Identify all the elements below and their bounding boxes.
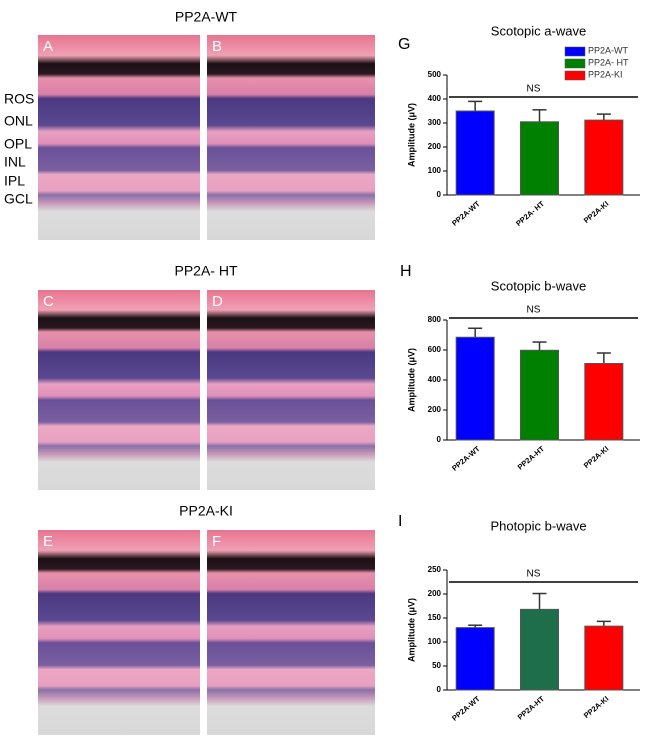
y-tick-label: 50 [432,661,441,670]
y-axis-label: Amplitude (μV) [406,348,416,412]
group-title: PP2A-KI [179,503,233,519]
y-tick-label: 0 [437,190,442,199]
legend-swatch [564,70,586,81]
bar [584,119,624,196]
x-tick-label: PP2A-WT [450,444,482,473]
bar [584,363,624,441]
legend-swatch [564,46,586,57]
group-title: PP2A-WT [175,9,238,25]
chart-letter: H [400,263,412,280]
y-axis-label: Amplitude (μV) [406,598,416,662]
chart-letter: I [398,513,402,530]
bar [584,625,624,691]
x-tick-label: PP2A-KI [582,444,610,470]
y-axis-label: Amplitude (μV) [406,103,416,167]
histology-image [207,290,375,490]
x-tick-label: PP2A-KI [582,199,610,225]
y-tick-label: 200 [428,589,442,598]
bar [455,627,495,691]
legend-swatch [564,58,586,69]
y-tick-label: 0 [437,685,442,694]
chart-title: Photopic b-wave [490,518,586,533]
y-tick-label: 600 [428,345,442,354]
group-title: PP2A- HT [174,263,237,279]
x-tick-label: PP2A-WT [450,199,482,228]
chart-title: Scotopic b-wave [491,278,586,293]
panel-letter: D [212,293,223,310]
bar [455,336,495,441]
y-tick-label: 800 [428,315,442,324]
layer-label: ROS [4,91,34,107]
y-tick-label: 400 [428,375,442,384]
bar [520,121,559,196]
y-tick-label: 100 [428,637,442,646]
y-tick-label: 300 [428,118,442,127]
panel-letter: F [212,533,221,550]
x-tick-label: PP2A-WT [450,694,482,723]
chart-letter: G [398,36,410,53]
panel-letter: B [212,38,222,55]
layer-label: INL [4,154,26,170]
significance-label: NS [527,569,541,580]
panel-letter: A [43,38,53,55]
y-tick-label: 400 [428,94,442,103]
x-tick-label: PP2A-HT [516,694,547,722]
significance-label: NS [527,305,541,316]
layer-label: ONL [4,113,33,129]
histology-image [38,290,200,490]
y-tick-label: 250 [428,565,442,574]
x-tick-label: PP2A-KI [582,694,610,720]
panel-letter: C [43,293,54,310]
significance-label: NS [527,84,541,95]
bar [455,110,495,196]
bar [520,349,559,441]
legend-label: PP2A-KI [588,69,623,79]
y-tick-label: 200 [428,405,442,414]
histology-image [38,530,200,735]
panel-letter: E [43,533,53,550]
bar [520,608,559,691]
x-tick-label: PP2A- HT [514,199,546,228]
histology-image [207,530,375,735]
layer-label: IPL [4,173,25,189]
legend-label: PP2A-WT [588,45,629,55]
y-tick-label: 500 [428,70,442,79]
layer-label: OPL [4,136,32,152]
y-tick-label: 100 [428,166,442,175]
x-tick-label: PP2A-HT [516,444,547,472]
y-tick-label: 200 [428,142,442,151]
histology-image [207,35,375,240]
y-tick-label: 150 [428,613,442,622]
layer-label: GCL [4,191,33,207]
y-tick-label: 0 [437,435,442,444]
legend-label: PP2A- HT [588,57,629,67]
histology-image [38,35,200,240]
chart-title: Scotopic a-wave [491,23,586,38]
